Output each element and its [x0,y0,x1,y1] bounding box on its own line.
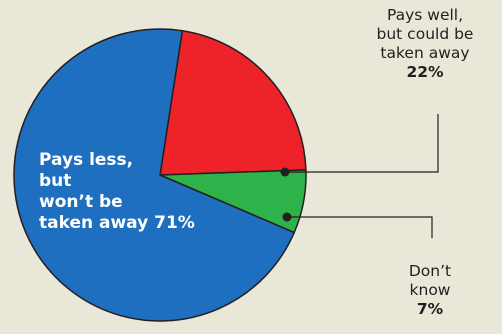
label-pays-less-line-2: but [39,171,195,192]
label-pays-less-line-1: Pays less, [39,150,195,171]
label-pays-less: Pays less, but won’t be taken away 71% [39,150,195,234]
label-dont-know-percent: 7% [400,300,460,319]
label-dont-know: Don’t know 7% [400,262,460,319]
leader-pays-well-dot [281,168,290,177]
label-dont-know-line-1: Don’t [400,262,460,281]
label-pays-well-line-3: taken away [360,44,490,63]
label-dont-know-line-2: know [400,281,460,300]
label-pays-well-percent: 22% [360,63,490,82]
leader-pays-well-line [285,114,438,172]
leader-dont-know-line [287,217,432,238]
label-pays-well-line-2: but could be [360,25,490,44]
label-pays-less-line-4: taken away 71% [39,213,195,234]
label-pays-well-line-1: Pays well, [360,6,490,25]
label-pays-well: Pays well, but could be taken away 22% [360,6,490,82]
leader-dont-know-dot [283,213,292,222]
label-pays-less-line-3: won’t be [39,192,195,213]
